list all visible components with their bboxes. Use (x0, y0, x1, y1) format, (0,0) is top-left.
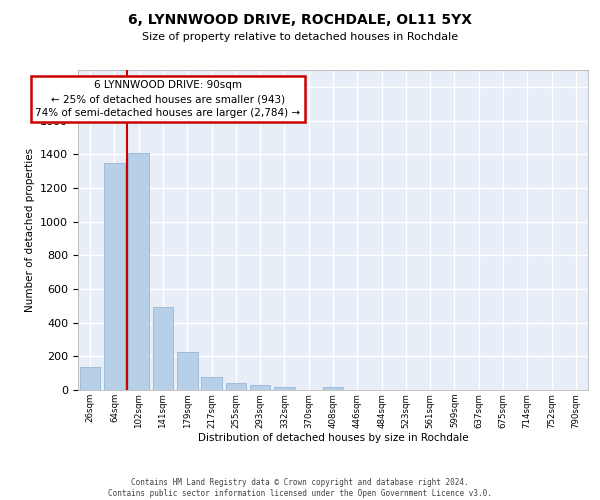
Bar (104, 162, 125, 390)
Text: Size of property relative to detached houses in Rochdale: Size of property relative to detached ho… (142, 32, 458, 42)
Bar (274, 388, 295, 390)
Bar (152, 308, 173, 390)
Bar (323, 387, 343, 390)
Bar (177, 352, 197, 390)
Text: 6 LYNNWOOD DRIVE: 90sqm
← 25% of detached houses are smaller (943)
74% of semi-d: 6 LYNNWOOD DRIVE: 90sqm ← 25% of detache… (35, 80, 301, 118)
X-axis label: Distribution of detached houses by size in Rochdale: Distribution of detached houses by size … (197, 433, 469, 443)
Bar (226, 383, 246, 390)
Bar (250, 386, 271, 390)
Bar (128, 152, 149, 390)
Y-axis label: Number of detached properties: Number of detached properties (25, 148, 35, 312)
Text: 6, LYNNWOOD DRIVE, ROCHDALE, OL11 5YX: 6, LYNNWOOD DRIVE, ROCHDALE, OL11 5YX (128, 12, 472, 26)
Bar (80, 368, 100, 390)
Text: Contains HM Land Registry data © Crown copyright and database right 2024.
Contai: Contains HM Land Registry data © Crown c… (108, 478, 492, 498)
Bar (201, 378, 222, 390)
